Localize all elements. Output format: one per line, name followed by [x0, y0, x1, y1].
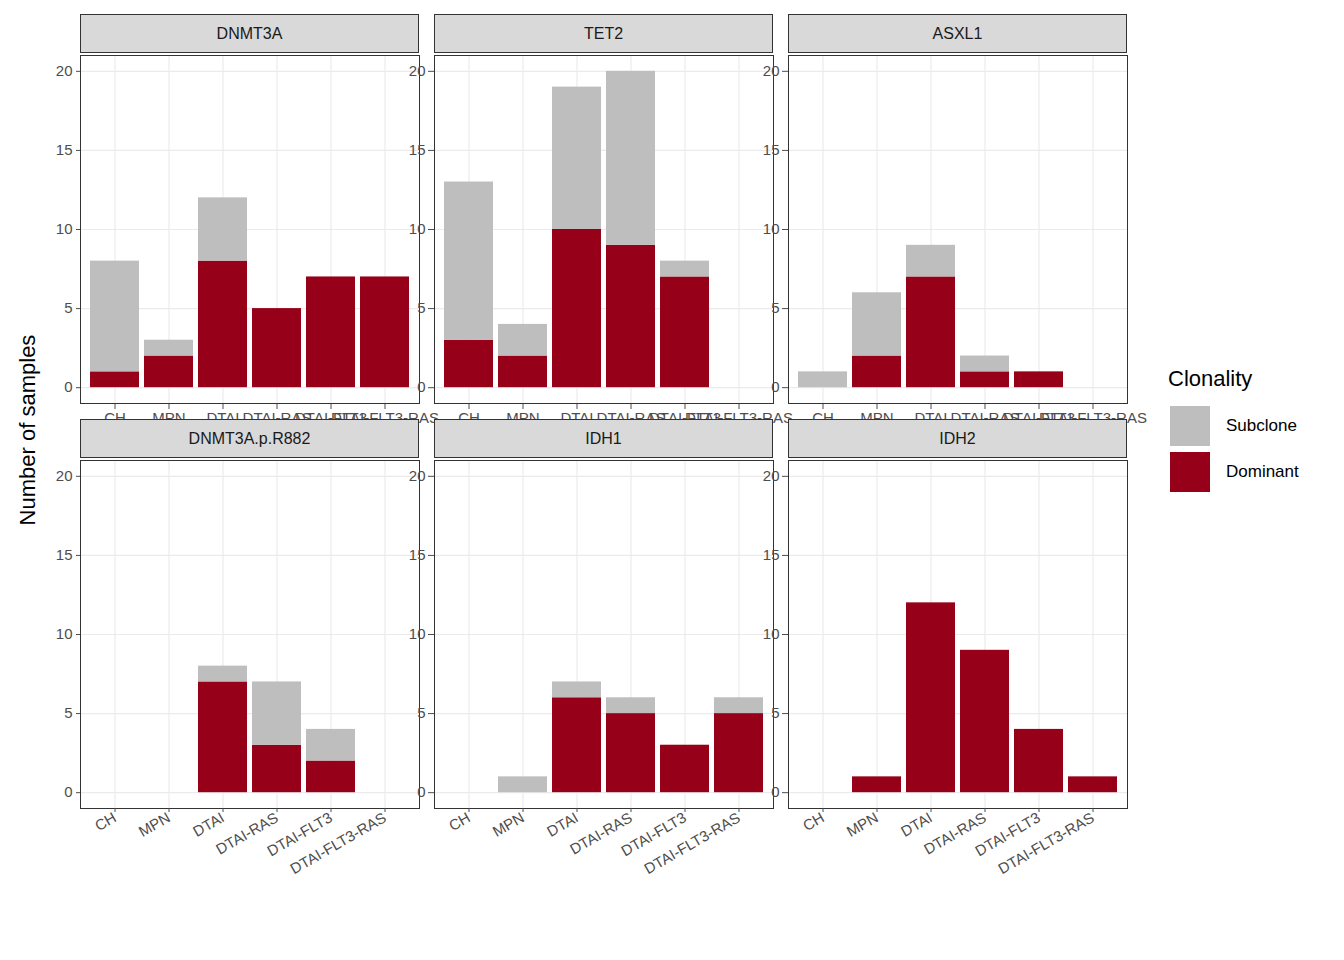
svg-text:0: 0	[417, 783, 425, 800]
html-text:DNMT3A: DNMT3A	[216, 24, 283, 42]
svg-text:20: 20	[56, 467, 73, 484]
svg-text:5: 5	[417, 704, 425, 721]
svg-text:CH: CH	[458, 409, 480, 427]
svg-text:15: 15	[409, 546, 426, 563]
svg-text:5: 5	[771, 299, 779, 316]
svg-text:MPN: MPN	[152, 409, 186, 427]
svg-text:DTAI-FLT3-RAS: DTAI-FLT3-RAS	[995, 809, 1097, 878]
html-text:Clonality: Clonality	[1168, 366, 1253, 391]
svg-text:20: 20	[763, 467, 780, 484]
html-text:DTAI DTAI-RAS: DTAI DTAI-RAS	[914, 409, 1020, 427]
svg-text:CH: CH	[92, 809, 119, 835]
html-text:IDH2: IDH2	[939, 429, 976, 447]
svg-text:15: 15	[409, 141, 426, 158]
svg-text:DTAI-FLT3-RAS: DTAI-FLT3-RAS	[641, 809, 743, 878]
html-text:DNMT3A.p.R882: DNMT3A.p.R882	[188, 429, 311, 447]
html-text:Number of samples: Number of samples	[15, 334, 40, 526]
svg-text:DTAI-FLT3-RAS: DTAI-FLT3-RAS	[287, 809, 389, 878]
html-text:TET2: TET2	[583, 24, 624, 42]
svg-text:5: 5	[417, 299, 425, 316]
svg-text:10: 10	[763, 625, 780, 642]
svg-text:0: 0	[64, 783, 72, 800]
html-text:Subclone: Subclone	[1226, 416, 1297, 435]
svg-text:20: 20	[409, 62, 426, 79]
svg-text:DTAI: DTAI	[898, 809, 935, 840]
svg-text:DTAI-RAS: DTAI-RAS	[920, 808, 989, 858]
svg-text:10: 10	[409, 220, 426, 237]
svg-text:MPN: MPN	[506, 409, 540, 427]
svg-text:DTAI-FLT3-RAS: DTAI-FLT3-RAS	[1039, 409, 1147, 427]
svg-text:15: 15	[56, 141, 73, 158]
html-text:IDH1: IDH1	[585, 429, 622, 447]
svg-text:10: 10	[56, 625, 73, 642]
svg-text:DTAI: DTAI	[190, 809, 227, 840]
svg-text:0: 0	[771, 378, 779, 395]
svg-text:CH: CH	[800, 809, 827, 835]
svg-text:20: 20	[56, 62, 73, 79]
svg-text:15: 15	[763, 546, 780, 563]
svg-text:0: 0	[64, 378, 72, 395]
svg-text:10: 10	[763, 220, 780, 237]
html-text:DTAI DTAI-RAS: DTAI DTAI-RAS	[206, 409, 312, 427]
svg-text:15: 15	[763, 141, 780, 158]
svg-text:DTAI-FLT3-RAS: DTAI-FLT3-RAS	[685, 409, 793, 427]
svg-text:20: 20	[763, 62, 780, 79]
svg-text:5: 5	[64, 299, 72, 316]
svg-text:MPN: MPN	[136, 809, 173, 840]
svg-text:CH: CH	[446, 809, 473, 835]
svg-text:10: 10	[409, 625, 426, 642]
svg-text:20: 20	[409, 467, 426, 484]
svg-text:15: 15	[56, 546, 73, 563]
svg-text:DTAI: DTAI	[544, 809, 581, 840]
svg-text:DTAI-FLT3-RAS: DTAI-FLT3-RAS	[331, 409, 439, 427]
svg-text:CH: CH	[104, 409, 126, 427]
svg-text:5: 5	[771, 704, 779, 721]
html-text:DTAI DTAI-RAS: DTAI DTAI-RAS	[560, 409, 666, 427]
svg-text:0: 0	[771, 783, 779, 800]
svg-text:10: 10	[56, 220, 73, 237]
html-text:ASXL1: ASXL1	[932, 24, 983, 42]
svg-text:MPN: MPN	[490, 809, 527, 840]
svg-text:0: 0	[417, 378, 425, 395]
svg-text:5: 5	[64, 704, 72, 721]
svg-text:DTAI-RAS: DTAI-RAS	[566, 808, 635, 858]
svg-text:DTAI-RAS: DTAI-RAS	[212, 808, 281, 858]
html-text:Dominant: Dominant	[1226, 462, 1299, 481]
svg-text:MPN: MPN	[860, 409, 894, 427]
svg-text:CH: CH	[812, 409, 834, 427]
svg-text:MPN: MPN	[844, 809, 881, 840]
